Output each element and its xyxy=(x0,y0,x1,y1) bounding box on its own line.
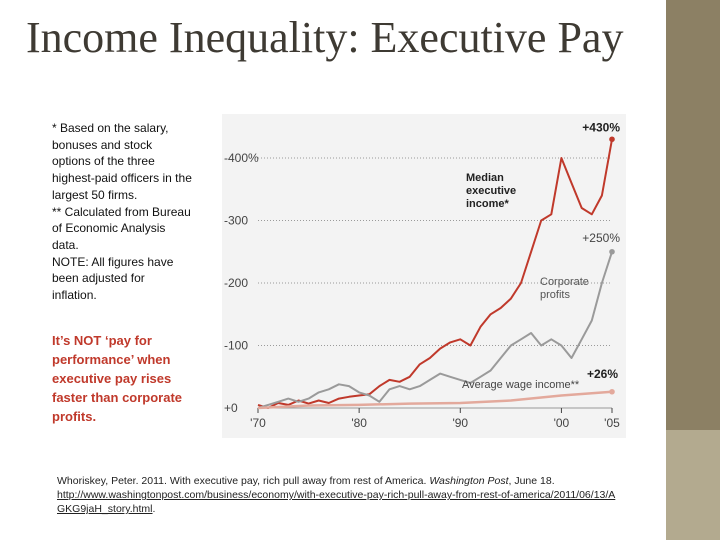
y-tick-label-1: -100 xyxy=(224,339,248,353)
series-end-point-0 xyxy=(609,136,615,143)
chart-panel: +0 -100 -200 -300 -400% '70 '80 '90 '00 '05 +430% +… xyxy=(222,114,626,438)
citation-date: , June 18. xyxy=(508,475,555,487)
series-name-label-0-1: executive xyxy=(466,185,516,197)
footnote-executive: * Based on the salary, bonuses and stock… xyxy=(52,121,192,202)
line-chart: +0 -100 -200 -300 -400% '70 '80 '90 '00 '05 +430% +… xyxy=(224,120,620,430)
series-end-label-0: +430% xyxy=(582,120,620,134)
y-tick-label-2: -200 xyxy=(224,276,248,290)
x-tick-label-1: '80 xyxy=(351,416,367,430)
series-line-1 xyxy=(257,251,613,409)
x-tick-label-2: '90 xyxy=(452,416,468,430)
series-name-label-0-0: Median xyxy=(466,172,504,184)
series-end-point-2 xyxy=(609,388,615,395)
series-line-2 xyxy=(257,390,613,410)
series-end-label-1: +250% xyxy=(582,231,620,245)
series-name-label-2-0: Average wage income** xyxy=(462,379,580,391)
y-tick-label-4: -400% xyxy=(224,151,259,165)
citation-url-suffix: . xyxy=(152,503,156,515)
citation: Whoriskey, Peter. 2011. With executive p… xyxy=(57,474,617,516)
series-line-0 xyxy=(257,139,613,409)
footnotes: * Based on the salary, bonuses and stock… xyxy=(52,120,192,304)
decorative-side-band-accent xyxy=(666,430,720,540)
series-end-label-2: +26% xyxy=(587,367,618,381)
y-tick-label-3: -300 xyxy=(224,214,248,228)
x-tick-label-0: '70 xyxy=(250,416,266,430)
series-end-point-1 xyxy=(609,248,615,255)
series-name-label-1-1: profits xyxy=(540,289,570,301)
citation-publication: Washington Post xyxy=(429,475,509,487)
footnote-inflation: NOTE: All figures have been adjusted for… xyxy=(52,254,174,303)
x-tick-label-4: '05 xyxy=(604,416,620,430)
slide-title: Income Inequality: Executive Pay xyxy=(26,13,624,62)
footnote-wage: ** Calculated from Bureau of Economic An… xyxy=(52,204,191,252)
citation-link[interactable]: http://www.washingtonpost.com/business/e… xyxy=(57,489,616,515)
citation-text: Whoriskey, Peter. 2011. With executive p… xyxy=(57,475,430,487)
x-tick-label-3: '00 xyxy=(554,416,570,430)
series-name-label-0-2: income* xyxy=(466,198,510,210)
callout-text: It’s NOT ‘pay for performance’ when exec… xyxy=(52,333,183,424)
y-tick-label-0: +0 xyxy=(224,401,238,415)
series-name-label-1-0: Corporate xyxy=(540,276,589,288)
